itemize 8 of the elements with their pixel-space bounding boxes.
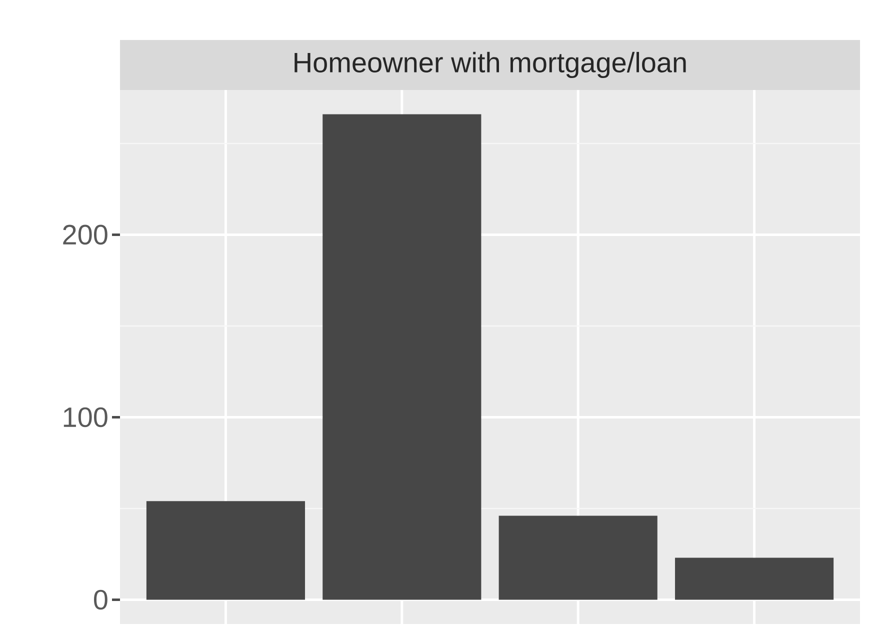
y-tick-label: 0 [94,590,108,610]
bar [146,501,306,600]
chart-title: Homeowner with mortgage/loan [294,52,686,78]
y-tick-label: 100 [64,407,108,428]
bar [675,558,834,600]
bar [498,516,658,600]
y-tick-label: 200 [63,224,108,245]
bar [322,114,482,600]
